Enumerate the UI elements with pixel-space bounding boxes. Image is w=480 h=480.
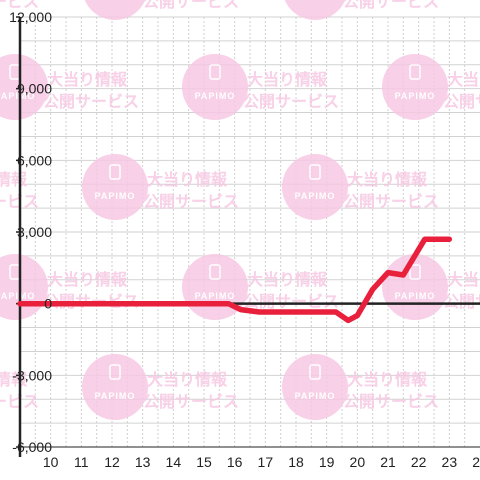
watermark-logo-icon — [309, 164, 321, 180]
series-layer — [17, 236, 453, 324]
y-tick-label: 9,000 — [17, 81, 52, 97]
watermark-logo-icon — [409, 64, 421, 80]
watermark-line-2: 公開サービス — [143, 192, 239, 211]
watermark-logo-text: PAPIMO — [395, 291, 436, 301]
watermark-line-2: 公開サービス — [0, 0, 39, 11]
watermark-line-1: 大当り情報 — [147, 370, 228, 389]
y-tick-label: 12,000 — [9, 9, 52, 25]
watermark-line-2: 公開サービス — [143, 392, 239, 411]
x-tick-label: 15 — [196, 454, 212, 470]
watermark-line-2: 公開サービス — [343, 192, 439, 211]
watermark-logo-text: PAPIMO — [95, 0, 136, 1]
watermark-logo-text: PAPIMO — [395, 91, 436, 101]
watermark-logo-circle — [0, 54, 48, 120]
y-tick-label: 3,000 — [17, 224, 52, 240]
x-tick-label: 19 — [319, 454, 335, 470]
watermark-logo-icon — [309, 364, 321, 380]
x-tick-label: 11 — [74, 454, 89, 470]
y-tick-label: 6,000 — [17, 152, 52, 168]
watermark-logo-icon — [209, 264, 221, 280]
watermark-line-1: 大当り情報 — [47, 270, 128, 289]
x-tick-label: 10 — [43, 454, 59, 470]
watermark-logo-icon — [409, 264, 421, 280]
watermark-logo-text: PAPIMO — [95, 391, 136, 401]
x-tick-label: 17 — [258, 454, 274, 470]
watermark-logo-icon — [109, 164, 121, 180]
x-tick-label: 24 — [472, 454, 480, 470]
watermark-logo-text: PAPIMO — [0, 291, 35, 301]
watermark-line-2: 公開サービス — [443, 92, 480, 111]
watermark-line-1: 大当り情報 — [447, 270, 480, 289]
x-tick-label: 12 — [104, 454, 120, 470]
x-tick-label: 16 — [227, 454, 243, 470]
watermark-line-2: 公開サービス — [443, 292, 480, 311]
watermark-logo-circle — [82, 354, 148, 420]
watermark-logo-text: PAPIMO — [195, 291, 236, 301]
watermark-line-2: 公開サービス — [43, 92, 139, 111]
watermark-line-1: 大当り情報 — [0, 170, 28, 189]
series-line — [17, 236, 453, 324]
watermark-logo-circle — [282, 354, 348, 420]
y-tick-label: 0 — [44, 296, 52, 312]
watermark-line-1: 大当り情報 — [47, 70, 128, 89]
x-tick-label: 21 — [380, 454, 396, 470]
watermark-logo-text: PAPIMO — [295, 391, 336, 401]
watermark-line-1: 大当り情報 — [247, 270, 328, 289]
x-tick-label: 13 — [135, 454, 151, 470]
watermark-logo-text: PAPIMO — [295, 0, 336, 1]
watermark-line-2: 公開サービス — [343, 392, 439, 411]
watermark-line-2: 公開サービス — [243, 292, 339, 311]
x-tick-label: 14 — [166, 454, 182, 470]
watermark-line-1: 大当り情報 — [347, 370, 428, 389]
watermark-line-2: 公開サービス — [343, 0, 439, 11]
watermark-logo-text: PAPIMO — [0, 91, 35, 101]
x-tick-label: 20 — [350, 454, 366, 470]
watermarks: PAPIMO大当り情報公開サービスPAPIMO大当り情報公開サービスPAPIMO… — [0, 0, 480, 420]
watermark-logo-circle — [382, 54, 448, 120]
watermark-logo-text: PAPIMO — [95, 191, 136, 201]
watermark-logo-circle — [382, 254, 448, 320]
watermark-logo-icon — [109, 364, 121, 380]
watermark-logo-circle — [284, 0, 346, 20]
watermark-logo-circle — [82, 154, 148, 220]
x-tick-label: 23 — [442, 454, 458, 470]
x-tick-label: 18 — [288, 454, 304, 470]
watermark-line-1: 大当り情報 — [147, 170, 228, 189]
x-tick-label: 22 — [411, 454, 427, 470]
watermark-logo-circle — [84, 0, 146, 20]
watermark-line-1: 大当り情報 — [447, 70, 480, 89]
watermark-line-2: 公開サービス — [143, 0, 239, 11]
watermark-logo-text: PAPIMO — [195, 91, 236, 101]
watermark-logo-circle — [282, 154, 348, 220]
watermark-line-1: 大当り情報 — [347, 170, 428, 189]
watermark-line-1: 大当り情報 — [247, 70, 328, 89]
watermark-logo-text: PAPIMO — [295, 191, 336, 201]
watermark-logo-icon — [209, 64, 221, 80]
y-tick-label: -3,000 — [12, 367, 52, 383]
y-tick-label: -6,000 — [12, 439, 52, 455]
watermark-line-2: 公開サービス — [243, 92, 339, 111]
watermark-logo-circle — [182, 54, 248, 120]
